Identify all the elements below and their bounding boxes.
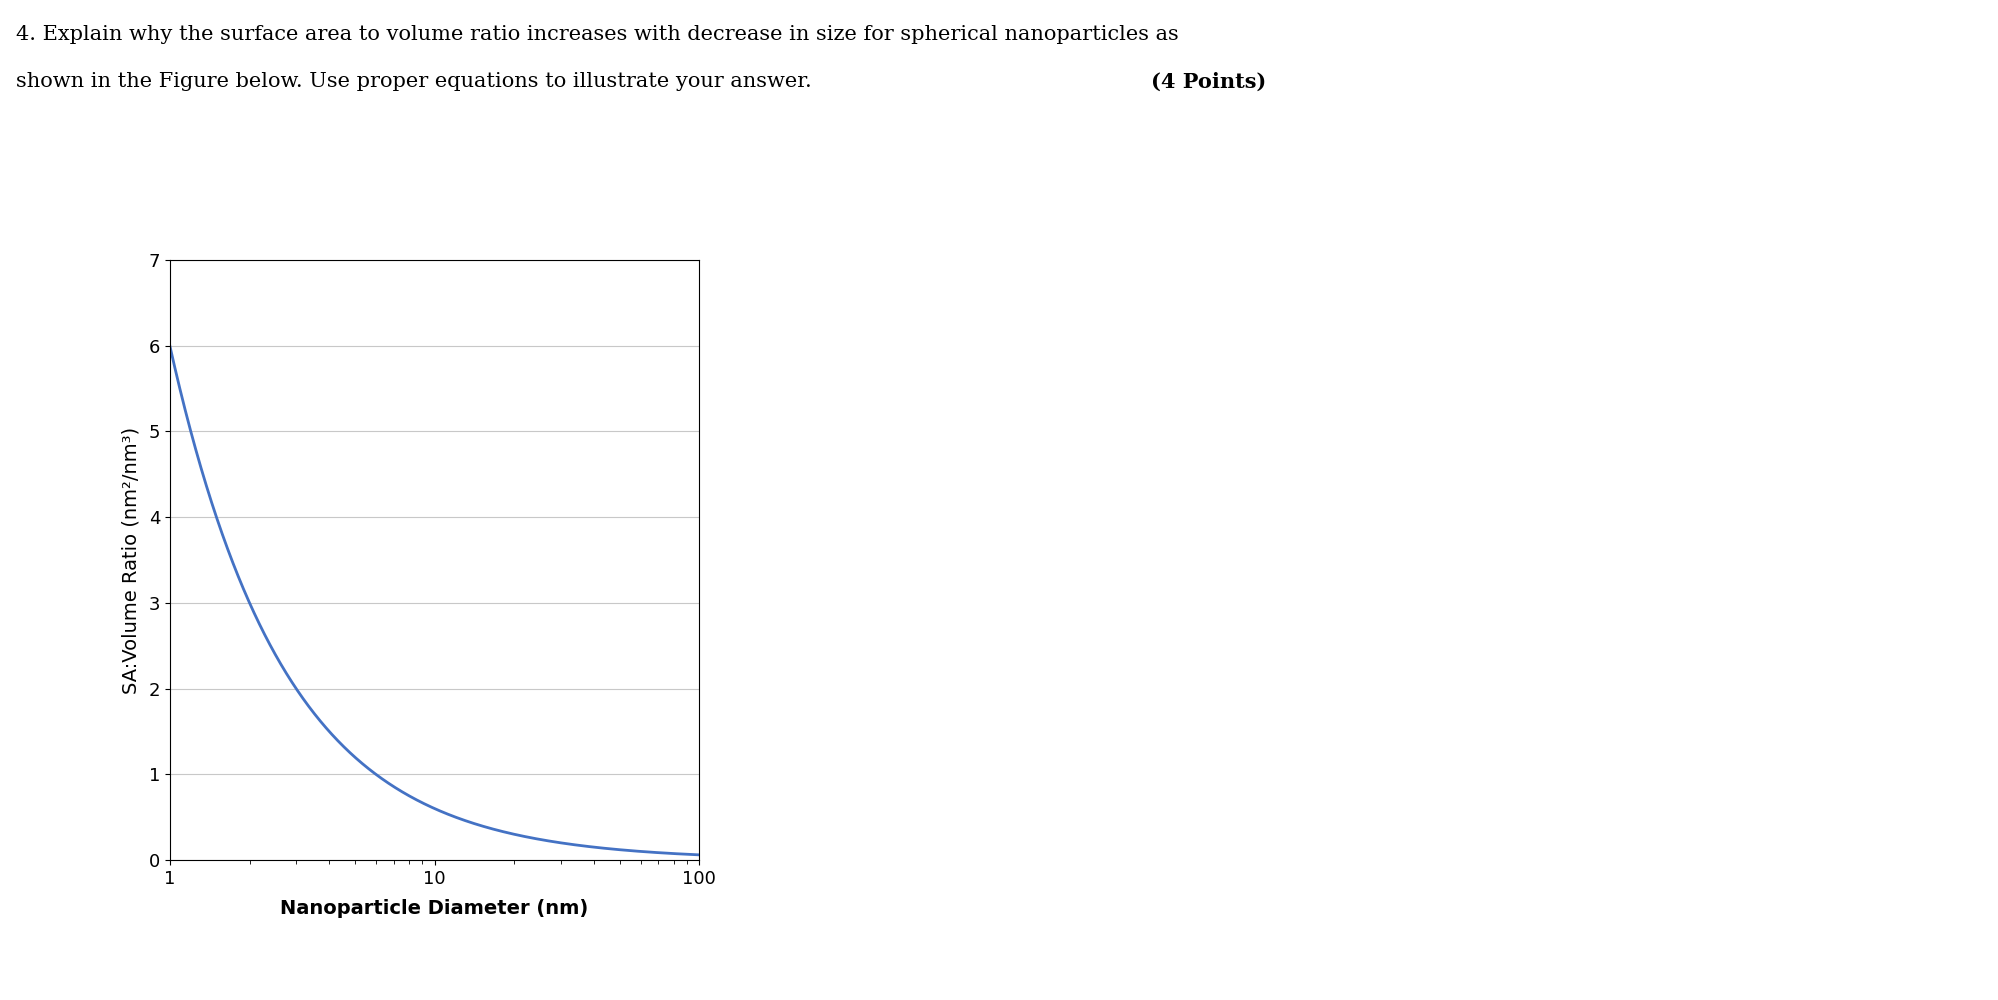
Text: 4. Explain why the surface area to volume ratio increases with decrease in size : 4. Explain why the surface area to volum… (16, 25, 1179, 44)
Text: shown in the Figure below. Use proper equations to illustrate your answer.: shown in the Figure below. Use proper eq… (16, 72, 819, 91)
X-axis label: Nanoparticle Diameter (nm): Nanoparticle Diameter (nm) (280, 899, 589, 918)
Y-axis label: SA:Volume Ratio (nm²/nm³): SA:Volume Ratio (nm²/nm³) (122, 426, 140, 694)
Text: (4 Points): (4 Points) (1151, 72, 1267, 92)
